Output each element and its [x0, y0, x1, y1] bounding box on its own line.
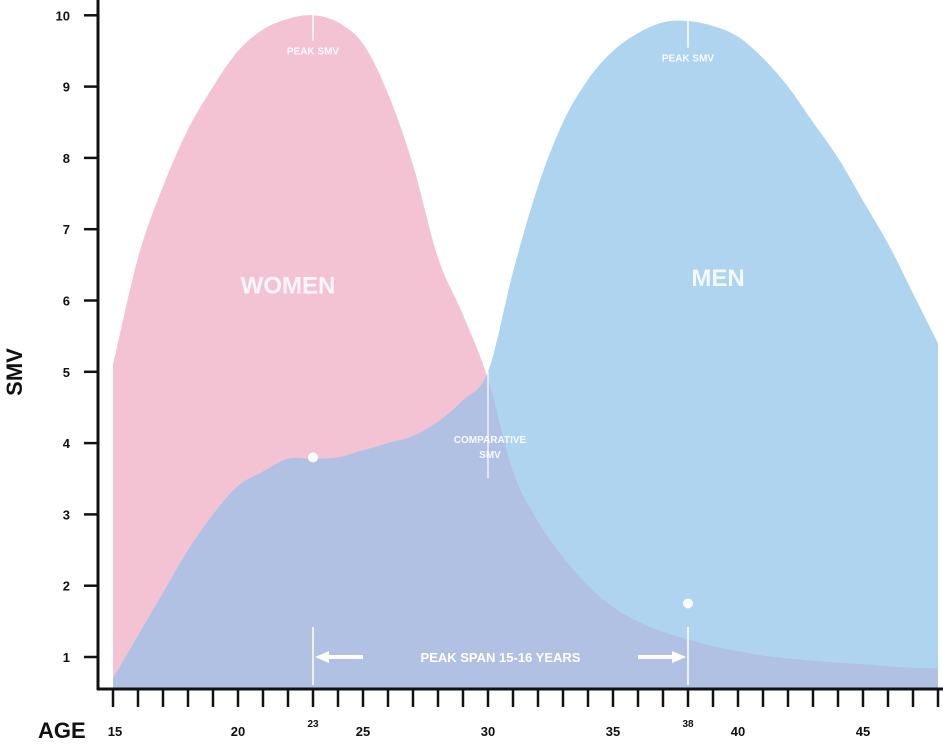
y-tick-label: 9 [63, 80, 70, 95]
marker-point [683, 598, 693, 609]
plot-areas [113, 15, 938, 690]
series-label-women: WOMEN [241, 272, 336, 299]
chart-labels: PEAK SMV PEAK SMV COMPARATIVE SMV PEAK SPAN … [241, 47, 745, 665]
comparative-smv-label: COMPARATIVE [454, 435, 527, 446]
y-tick-label: 4 [63, 436, 71, 451]
right-arrow-icon [638, 651, 686, 663]
y-tick-label: 8 [63, 151, 70, 166]
x-tick-label: 15 [108, 724, 122, 739]
y-tick-label: 5 [63, 365, 70, 380]
guide-lines [312, 0, 689, 685]
x-tick-label: 23 [307, 719, 319, 730]
x-tick-label: 25 [356, 724, 370, 739]
x-tick-label: 45 [856, 724, 870, 739]
y-axis-title: SMV [2, 348, 27, 396]
y-tick-label: 3 [63, 507, 70, 522]
x-axis-title: AGE [38, 718, 86, 743]
y-tick-label: 10 [56, 8, 70, 23]
series-label-men: MEN [691, 265, 744, 292]
peak-smv-label: PEAK SMV [662, 54, 715, 65]
x-tick-label: 40 [731, 724, 745, 739]
comparative-smv-label: SMV [479, 450, 501, 461]
peak-span-label: PEAK SPAN 15-16 YEARS [421, 650, 581, 665]
marker-point [308, 452, 318, 463]
x-tick-label: 38 [682, 719, 694, 730]
x-tick-label: 35 [606, 724, 620, 739]
y-tick-label: 1 [63, 650, 70, 665]
left-arrow-icon [315, 651, 363, 663]
peak-smv-label: PEAK SMV [287, 47, 340, 58]
y-tick-label: 2 [63, 579, 70, 594]
y-tick-label: 6 [63, 294, 70, 309]
y-tick-label: 7 [63, 222, 70, 237]
x-tick-label: 20 [231, 724, 245, 739]
x-tick-label: 30 [481, 724, 495, 739]
